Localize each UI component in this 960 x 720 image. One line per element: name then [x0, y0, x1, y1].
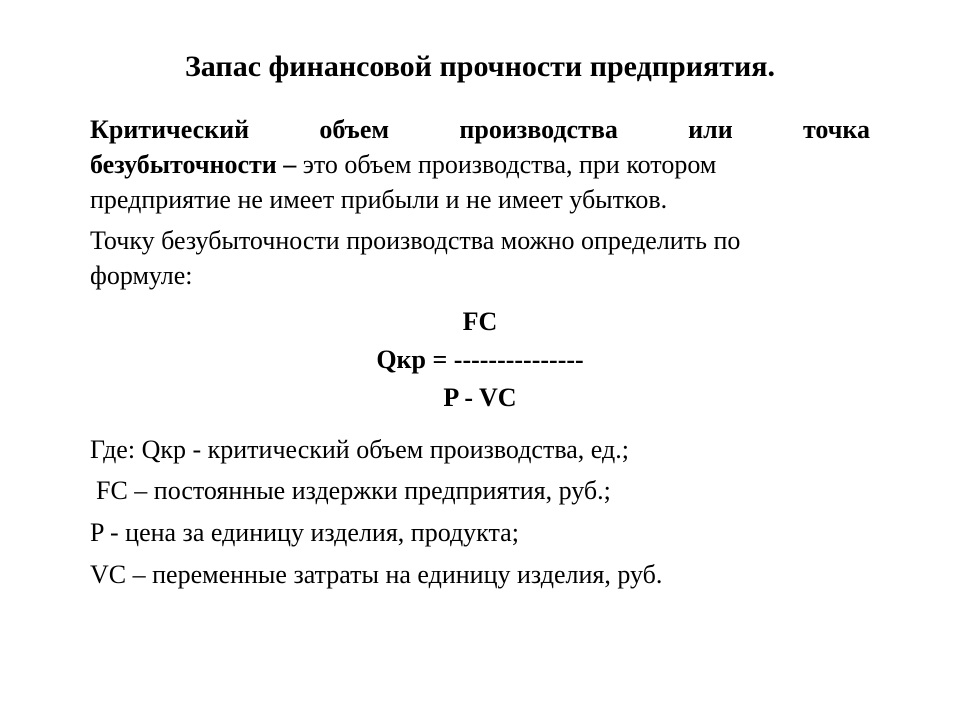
formula-equation: Qкр = ---------------	[90, 341, 870, 379]
formula-block: FC Qкр = --------------- P - VC	[90, 303, 870, 416]
formula-denominator: P - VC	[90, 379, 870, 417]
where-qkr: Где: Qкр - критический объем производств…	[90, 431, 870, 469]
formula-numerator: FC	[90, 303, 870, 341]
definition-paragraph: Критический объем производства или точка…	[90, 112, 870, 217]
definition-text-line3: предприятие не имеет прибыли и не имеет …	[132, 182, 870, 217]
formula-intro-paragraph: Точку безубыточности производства можно …	[90, 223, 870, 293]
where-vc: VC – переменные затраты на единицу издел…	[90, 556, 870, 594]
where-fc: FC – постоянные издержки предприятия, ру…	[90, 472, 870, 510]
formula-intro-line2: формуле:	[132, 258, 870, 293]
definition-term-line2: безубыточности –	[90, 150, 296, 179]
definition-text-line2: это объем производства, при котором	[296, 150, 716, 179]
definition-term-line1: Критический объем производства или точка	[90, 115, 870, 144]
where-p: P - цена за единицу изделия, продукта;	[90, 514, 870, 552]
formula-intro-line1: Точку безубыточности производства можно …	[132, 223, 870, 258]
page-title: Запас финансовой прочности предприятия.	[90, 50, 870, 84]
